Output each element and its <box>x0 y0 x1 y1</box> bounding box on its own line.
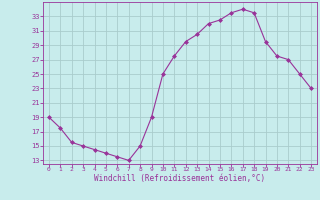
X-axis label: Windchill (Refroidissement éolien,°C): Windchill (Refroidissement éolien,°C) <box>94 174 266 183</box>
